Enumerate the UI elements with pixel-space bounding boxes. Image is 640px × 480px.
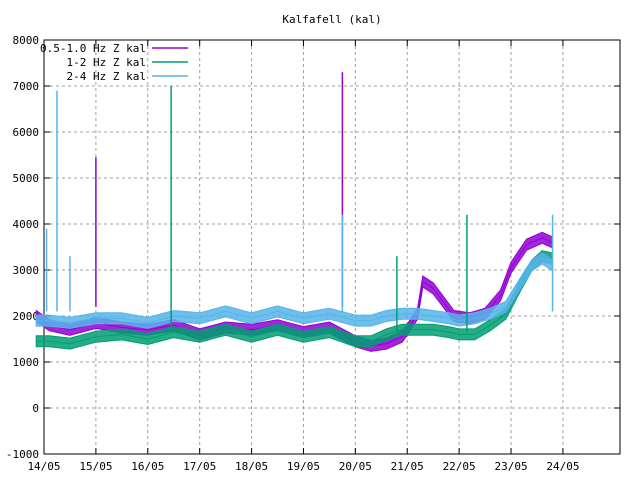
y-tick-label: 1000 xyxy=(13,356,40,369)
y-tick-label: 6000 xyxy=(13,126,40,139)
x-tick-label: 14/05 xyxy=(27,460,60,473)
y-tick-label: 0 xyxy=(32,402,39,415)
plot-area-border xyxy=(43,39,621,455)
x-tick-label: 20/05 xyxy=(339,460,372,473)
grid xyxy=(43,40,620,454)
legend-label: 1-2 Hz Z kal xyxy=(67,56,146,69)
x-tick-label: 19/05 xyxy=(287,460,320,473)
y-tick-label: 7000 xyxy=(13,80,40,93)
series-lines xyxy=(35,72,554,352)
x-tick-label: 17/05 xyxy=(183,460,216,473)
legend-label: 0.5-1.0 Hz Z kal xyxy=(40,42,146,55)
series-line-2 xyxy=(36,255,553,345)
x-tick-label: 22/05 xyxy=(443,460,476,473)
x-tick-label: 18/05 xyxy=(235,460,268,473)
series-band-3 xyxy=(35,252,553,329)
y-tick-label: 4000 xyxy=(13,218,40,231)
y-tick-label: 2000 xyxy=(13,310,40,323)
y-tick-label: -1000 xyxy=(6,448,39,461)
y-tick-label: 5000 xyxy=(13,172,40,185)
x-tick-label: 21/05 xyxy=(391,460,424,473)
legend-label: 2-4 Hz Z kal xyxy=(67,70,146,83)
x-tick-label: 15/05 xyxy=(79,460,112,473)
chart-title: Kalfafell (kal) xyxy=(282,13,381,26)
y-tick-label: 3000 xyxy=(13,264,40,277)
series-line-3 xyxy=(36,257,553,324)
axis-ticks: -1000 0 1000 2000 3000 4000 5000 6000 7000 8000 14… xyxy=(6,34,620,473)
y-tick-label: 8000 xyxy=(13,34,40,47)
x-tick-label: 23/05 xyxy=(494,460,527,473)
x-tick-label: 24/05 xyxy=(546,460,579,473)
x-tick-label: 16/05 xyxy=(131,460,164,473)
